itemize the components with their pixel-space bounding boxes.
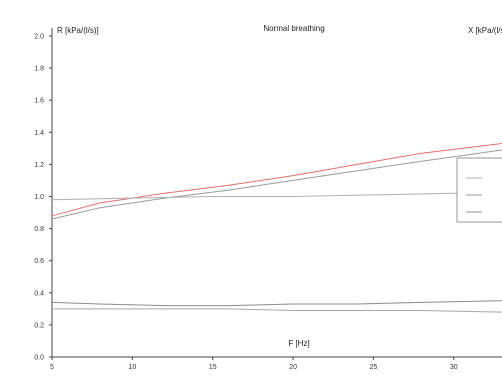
x-tick-label: 25 (370, 364, 378, 371)
x-axis-label: F [Hz] (288, 339, 309, 348)
y-tick-label: 1.4 (34, 130, 44, 137)
chart-title: Normal breathing (263, 24, 324, 33)
y-tick-label: 1.0 (34, 194, 44, 201)
series-line (51, 149, 502, 220)
x-tick-label: 20 (289, 364, 297, 371)
y-tick-label: 0.8 (34, 226, 44, 233)
x-tick-label: 10 (128, 364, 136, 371)
y-tick-label: 1.6 (34, 98, 44, 105)
x-tick-label: 5 (50, 364, 54, 371)
y-axis-label-left: R [kPa/(l/s)] (57, 26, 99, 35)
x-tick-label: 30 (450, 364, 458, 371)
legend (456, 157, 502, 223)
y-tick-label: 0.6 (34, 258, 44, 265)
y-tick-label: 0.0 (34, 355, 44, 362)
series-line (52, 308, 502, 313)
series-line (51, 300, 502, 307)
series-layer (51, 143, 502, 313)
x-tick-label: 15 (209, 364, 217, 371)
y-tick-label: 0.2 (34, 322, 44, 329)
y-tick-label: 1.2 (34, 162, 44, 169)
y-tick-label: 0.4 (34, 290, 44, 297)
y-axis-label-right: X [kPa/(l/s)] (468, 26, 502, 35)
y-tick-label: 1.8 (34, 66, 44, 73)
series-line (51, 192, 502, 201)
axes: 0.0 0.2 0.4 0.6 0.8 1.0 1.2 1.4 1.6 1.8 2.0 5 10 15 20… (34, 28, 502, 371)
series-line (51, 143, 502, 217)
legend-box (456, 157, 502, 223)
y-tick-label: 2.0 (34, 34, 44, 41)
